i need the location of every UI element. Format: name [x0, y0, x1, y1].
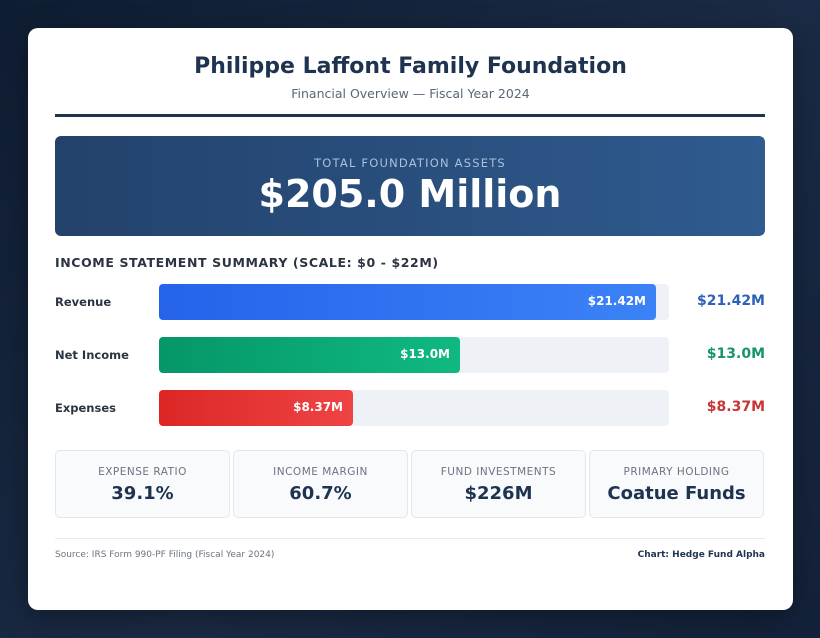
stat-label: PRIMARY HOLDING: [623, 466, 730, 478]
bar-inner-label: $8.37M: [293, 400, 343, 414]
stat-card-expense-ratio: EXPENSE RATIO 39.1%: [55, 450, 230, 518]
bar-revenue: $21.42M: [159, 284, 656, 320]
dashboard-card: Philippe Laffont Family Foundation Finan…: [28, 28, 793, 610]
bar-row-revenue: Revenue $21.42M $21.42M: [55, 284, 765, 322]
stats-row: EXPENSE RATIO 39.1% INCOME MARGIN 60.7% …: [55, 450, 765, 518]
total-assets-value: $205.0 Million: [258, 172, 562, 216]
bar-category-label: Revenue: [55, 295, 112, 309]
total-assets-label: TOTAL FOUNDATION ASSETS: [314, 156, 506, 170]
stat-label: FUND INVESTMENTS: [440, 466, 557, 478]
bar-track: $8.37M: [159, 390, 669, 426]
bar-inner-label: $21.42M: [587, 294, 646, 308]
bar-value-label: $21.42M: [697, 293, 765, 309]
page-subtitle: Financial Overview — Fiscal Year 2024: [291, 86, 530, 101]
bar-row-expenses: Expenses $8.37M $8.37M: [55, 390, 765, 428]
bar-expenses: $8.37M: [159, 390, 353, 426]
stat-value: 39.1%: [111, 483, 174, 504]
bar-category-label: Net Income: [55, 348, 129, 362]
chart-credit: Chart: Hedge Fund Alpha: [637, 550, 765, 560]
stat-card-income-margin: INCOME MARGIN 60.7%: [233, 450, 408, 518]
bar-net-income: $13.0M: [159, 337, 460, 373]
bar-value-label: $13.0M: [706, 346, 765, 362]
footer-divider: [55, 538, 765, 539]
source-note: Source: IRS Form 990-PF Filing (Fiscal Y…: [55, 550, 275, 560]
bar-track: $13.0M: [159, 337, 669, 373]
stat-value: Coatue Funds: [607, 483, 746, 504]
bar-value-label: $8.37M: [706, 399, 765, 415]
stat-card-primary-holding: PRIMARY HOLDING Coatue Funds: [589, 450, 764, 518]
stat-label: EXPENSE RATIO: [98, 466, 187, 478]
bar-track: $21.42M: [159, 284, 669, 320]
bar-category-label: Expenses: [55, 401, 116, 415]
bar-row-net-income: Net Income $13.0M $13.0M: [55, 337, 765, 375]
stat-label: INCOME MARGIN: [273, 466, 368, 478]
stat-card-fund-investments: FUND INVESTMENTS $226M: [411, 450, 586, 518]
stat-value: 60.7%: [289, 483, 352, 504]
total-assets-banner: TOTAL FOUNDATION ASSETS $205.0 Million: [55, 136, 765, 236]
stat-value: $226M: [464, 483, 533, 504]
bar-inner-label: $13.0M: [400, 347, 450, 361]
header-divider: [55, 114, 765, 117]
page-title: Philippe Laffont Family Foundation: [194, 54, 627, 79]
chart-title: INCOME STATEMENT SUMMARY (SCALE: $0 - $2…: [55, 255, 439, 270]
